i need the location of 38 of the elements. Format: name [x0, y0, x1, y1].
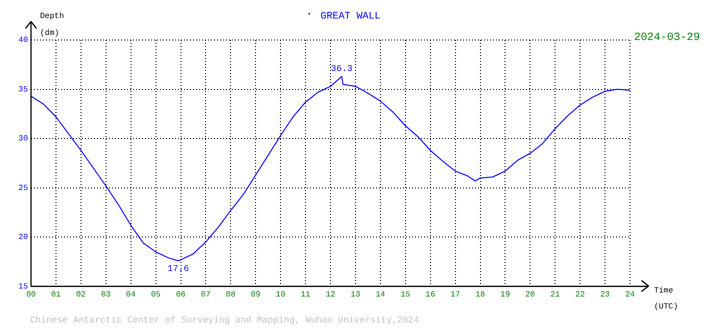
- text: 2024-03-29: [634, 32, 700, 44]
- x-tick-label: 16: [426, 290, 436, 300]
- x-tick-label: 24: [625, 290, 635, 300]
- x-tick-label: 04: [126, 290, 136, 300]
- x-tick-label: 07: [200, 290, 211, 300]
- x-tick-label: 11: [300, 290, 311, 300]
- annotation: 36.3: [330, 64, 353, 74]
- x-tick-label: 14: [376, 290, 386, 300]
- x-axis-title: Time (UTC): [654, 286, 678, 312]
- y-tick-label: 35: [18, 85, 28, 94]
- x-tick-label: 02: [76, 290, 86, 300]
- x-tick-label: 06: [176, 290, 186, 300]
- x-tick-label: 18: [475, 290, 486, 300]
- y-tick-label: 20: [18, 233, 28, 242]
- chart-title: GREAT WALL: [320, 12, 381, 23]
- y-tick-label: 30: [18, 134, 28, 144]
- x-tick-label: 15: [400, 290, 410, 300]
- x-tick-label: 00: [26, 290, 36, 300]
- x-tick-label: 10: [276, 290, 286, 300]
- x-tick-label: 12: [326, 290, 336, 300]
- x-tick-label: 03: [101, 290, 111, 300]
- x-tick-label: 01: [51, 290, 61, 300]
- y-tick-label: 25: [18, 184, 28, 193]
- x-tick-label: 05: [150, 290, 161, 300]
- text: Chinese Antarctic Center of Surveying and Mapping, Wuhan University,2024: [30, 315, 419, 326]
- x-tick-label: 08: [226, 290, 236, 300]
- x-tick-label: 20: [525, 290, 536, 300]
- x-tick-label: 09: [250, 290, 261, 300]
- y-tick-label: 15: [18, 282, 28, 292]
- y-tick-label: 40: [18, 36, 28, 46]
- x-tick-label: 17: [450, 290, 460, 300]
- x-tick-label: 21: [550, 290, 560, 300]
- x-tick-label: 13: [350, 290, 360, 300]
- annotation: 17.6: [167, 264, 190, 274]
- x-tick-label: 19: [500, 290, 510, 300]
- x-tick-label: 22: [575, 290, 586, 300]
- y-axis-title: Depth (dm): [40, 12, 64, 38]
- x-tick-label: 23: [600, 290, 610, 300]
